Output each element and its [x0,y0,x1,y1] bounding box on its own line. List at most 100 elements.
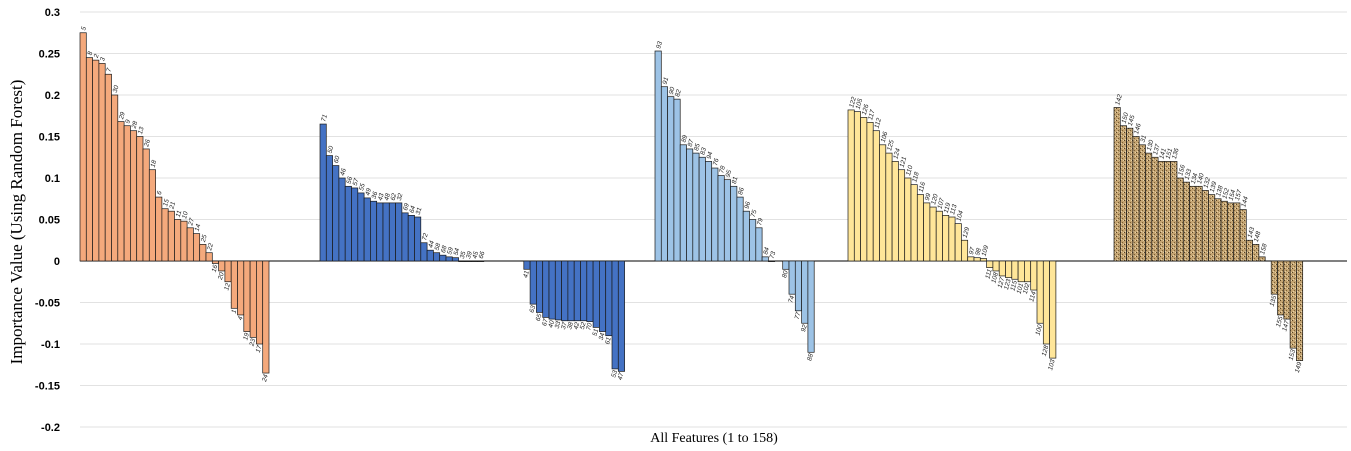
bar-feature-50 [325,155,333,262]
bar-label-66: 66 [478,250,487,259]
bar-label-3: 3 [99,56,107,62]
bar-feature-57 [351,187,359,262]
bar-label-86: 86 [737,186,746,195]
bar-label-152: 152 [1221,187,1231,200]
bar-label-60: 60 [333,155,342,164]
bar-label-59: 59 [446,246,455,255]
bar-feature-24 [262,260,270,374]
bar-feature-153 [1289,260,1297,349]
bar-feature-45 [470,260,478,262]
bar-feature-157 [1233,202,1241,262]
bar-label-37: 37 [560,321,569,330]
bar-label-45: 45 [472,250,481,259]
bar-label-79: 79 [756,217,765,226]
bar-feature-129 [961,239,969,262]
bar-label-56: 56 [346,176,355,185]
bar-feature-31 [414,216,422,262]
bar-feature-59 [445,256,453,262]
bar-label-9: 9 [124,119,132,125]
bar-feature-95 [723,179,731,262]
bar-feature-27 [186,227,194,262]
bar-feature-70 [586,260,594,322]
bar-label-67: 67 [541,318,550,327]
bar-feature-6 [155,196,163,262]
bar-feature-75 [749,219,757,262]
bar-label-146: 146 [1133,122,1143,135]
bar-label-32: 32 [396,192,405,201]
bar-feature-36 [370,200,378,262]
bar-label-118: 118 [911,171,921,183]
bar-label-42: 42 [573,321,582,330]
bar-label-18: 18 [150,159,159,168]
bar-feature-74 [788,260,796,295]
bar-feature-3 [98,63,106,262]
bar-feature-56 [344,185,352,262]
bar-feature-151 [1164,161,1172,262]
bar-feature-91 [660,86,668,262]
bar-feature-90 [667,96,675,262]
bar-label-4: 4 [237,315,245,321]
bar-feature-126 [860,117,868,262]
bar-label-106: 106 [880,131,890,144]
bar-label-124: 124 [892,147,902,160]
bar-label-143: 143 [1247,226,1257,239]
bar-label-55: 55 [358,182,367,191]
bar-label-105: 105 [855,97,865,110]
bar-feature-121 [898,169,906,262]
bar-feature-33 [554,260,562,321]
bar-feature-84 [761,256,769,262]
bar-feature-17 [256,260,264,345]
bar-label-102: 102 [1022,282,1032,295]
bar-feature-68 [439,254,447,262]
bar-label-95: 95 [725,169,734,178]
bar-label-100: 100 [1035,324,1045,337]
bar-label-76: 76 [712,157,721,166]
bar-label-90: 90 [668,86,677,95]
bar-feature-67 [542,260,550,318]
bar-label-87: 87 [687,138,696,147]
bar-feature-142 [1113,107,1121,262]
bar-label-39: 39 [465,250,474,259]
bar-feature-80 [782,260,790,270]
bar-feature-86 [736,196,744,262]
bar-feature-145 [1126,127,1134,262]
bar-feature-21 [167,210,175,262]
bar-feature-122 [847,109,855,262]
bar-label-44: 44 [427,240,436,249]
bar-feature-64 [407,215,415,262]
bar-label-94: 94 [706,151,715,160]
bar-label-89: 89 [681,134,690,143]
bar-label-29: 29 [118,111,127,121]
bar-label-153: 153 [1288,348,1298,361]
bar-label-62: 62 [390,192,399,201]
bar-feature-141 [1157,161,1165,262]
bar-label-15: 15 [162,198,171,207]
bar-label-138: 138 [1215,185,1225,198]
bar-feature-22 [205,252,213,262]
bar-label-35: 35 [459,250,468,259]
bar-label-73: 73 [769,250,778,259]
bar-label-158: 158 [1259,243,1269,256]
bar-label-72: 72 [421,232,430,241]
bar-feature-103 [1049,260,1057,359]
bar-feature-35 [458,260,466,262]
bar-feature-38 [567,260,575,322]
bar-label-14: 14 [194,223,203,232]
bar-feature-116 [916,194,924,262]
y-tick-label: -0.2 [41,422,60,434]
bar-label-53: 53 [610,369,619,378]
bar-feature-101 [1017,260,1025,283]
bar-feature-18 [148,169,156,262]
bar-label-85: 85 [693,142,702,151]
bar-feature-138 [1214,198,1222,262]
bar-feature-55 [357,192,365,262]
bar-feature-89 [679,144,687,262]
bar-feature-81 [730,185,738,262]
bar-label-111: 111 [984,268,993,280]
bar-label-150: 150 [1121,112,1131,125]
bar-feature-11 [174,219,182,262]
bar-label-25: 25 [200,234,209,244]
bar-label-104: 104 [955,210,965,223]
bar-label-34: 34 [598,332,607,341]
